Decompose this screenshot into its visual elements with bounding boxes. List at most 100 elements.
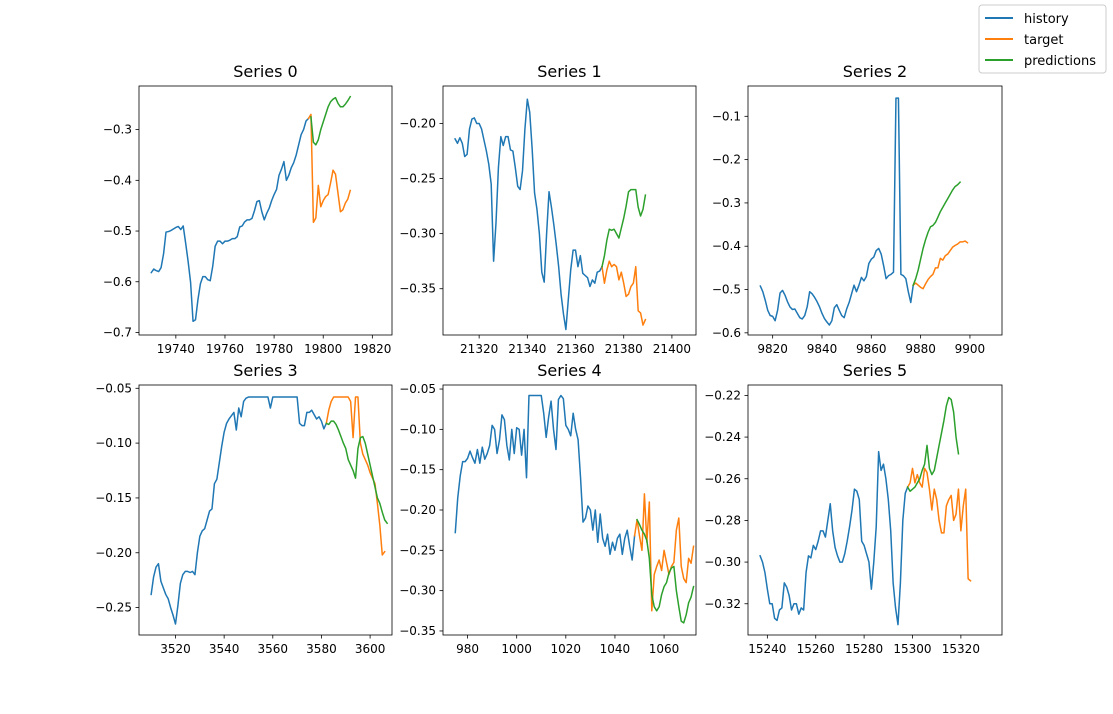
x-tick-label: 3540 [209,642,240,656]
y-tick-label: −0.2 [712,153,741,167]
y-tick-label: −0.10 [399,422,436,436]
y-tick-label: −0.28 [704,513,741,527]
axes-frame [747,85,1003,336]
series-line-history [150,396,328,625]
series-group [150,95,352,323]
x-tick-label: 980 [456,642,479,656]
panels: Series 0 19740 19760 19780 19800 19820 −0.7 −0.… [95,62,1003,656]
y-tick-label: −0.3 [103,123,132,137]
panel-0: Series 0 19740 19760 19780 19800 19820 −0.7 −0.… [103,62,393,356]
y-tick-label: −0.15 [95,491,132,505]
y-tick-label: −0.30 [704,555,741,569]
series-line-history [454,98,604,331]
axes-frame [442,384,697,636]
y-tick-label: −0.3 [712,196,741,210]
y-tick-label: −0.35 [399,624,436,638]
y-tick-label: −0.7 [103,325,132,339]
y-tick-label: −0.1 [712,109,741,123]
series-line-history [150,117,310,323]
x-tick-label: 21340 [508,342,546,356]
panel-title: Series 0 [233,62,297,81]
x-tick-label: 3600 [355,642,386,656]
series-line-predictions [601,188,647,268]
series-group [150,396,389,625]
y-tick-label: −0.05 [95,381,132,395]
y-tick-label: −0.20 [95,546,132,560]
series-line-target [912,240,969,290]
y-tick-label: −0.6 [103,275,132,289]
series-line-history [454,394,636,561]
x-tick-label: 15300 [893,642,931,656]
x-tick-label: 19820 [353,342,391,356]
panel-1: Series 1 21320 21340 21360 21380 21400 −0.35 −0… [399,62,697,356]
x-tick-label: 19780 [255,342,293,356]
panel-title: Series 2 [843,62,907,81]
y-tick-label: −0.25 [399,172,436,186]
x-tick-label: 3580 [306,642,337,656]
series-group [454,394,695,624]
legend: history target predictions [978,4,1107,74]
series-line-target [307,113,352,224]
x-tick-label: 21400 [653,342,691,356]
y-tick-label: −0.30 [399,227,436,241]
panel-5: Series 5 15240 15260 15280 15300 15320 −0.32 −0… [704,361,1003,656]
y-tick-label: −0.20 [399,503,436,517]
series-line-target [601,260,647,326]
series-line-predictions [325,420,389,525]
panel-title: Series 3 [233,361,297,380]
axes-frame [138,85,393,336]
panel-2: Series 2 9820 9840 9860 9880 9900 −0.6 −0.5 −0.4… [712,62,1003,356]
x-tick-label: 19740 [157,342,195,356]
x-tick-label: 21380 [605,342,643,356]
y-tick-label: −0.22 [704,388,741,402]
x-tick-label: 3560 [258,642,289,656]
series-group [759,396,972,626]
y-tick-label: −0.5 [712,283,741,297]
y-tick-label: −0.30 [399,584,436,598]
x-tick-label: 9820 [757,342,788,356]
x-tick-label: 1000 [501,642,532,656]
x-tick-label: 19760 [206,342,244,356]
panel-title: Series 5 [843,361,907,380]
y-tick-label: −0.20 [399,116,436,130]
y-tick-label: −0.6 [712,326,741,340]
x-tick-label: 1060 [649,642,680,656]
y-tick-label: −0.25 [399,543,436,557]
x-tick-label: 1020 [551,642,582,656]
panel-title: Series 4 [537,361,601,380]
x-tick-label: 9860 [856,342,887,356]
x-tick-label: 9880 [905,342,936,356]
legend-label-target: target [1024,33,1064,48]
panel-4: Series 4 980 1000 1020 1040 1060 −0.35 −0.30 −0.… [399,361,697,656]
x-tick-label: 21320 [460,342,498,356]
x-tick-label: 15320 [942,642,980,656]
series-line-history [759,97,915,326]
x-tick-label: 3520 [160,642,191,656]
x-tick-label: 9900 [955,342,986,356]
y-tick-label: −0.24 [704,430,741,444]
x-tick-label: 9840 [807,342,838,356]
y-tick-label: −0.4 [712,239,741,253]
x-tick-label: 21360 [556,342,594,356]
y-tick-label: −0.32 [704,597,741,611]
series-line-history [759,450,909,626]
y-tick-label: −0.26 [704,472,741,486]
x-tick-label: 1040 [600,642,631,656]
y-tick-label: −0.15 [399,463,436,477]
y-tick-label: −0.4 [103,173,132,187]
x-tick-label: 15240 [748,642,786,656]
y-tick-label: −0.35 [399,282,436,296]
series-line-target [633,493,695,612]
legend-label-predictions: predictions [1024,54,1096,69]
y-tick-label: −0.25 [95,601,132,615]
series-line-predictions [310,95,352,146]
x-tick-label: 15280 [845,642,883,656]
y-tick-label: −0.10 [95,436,132,450]
x-tick-label: 15260 [797,642,835,656]
axes-frame [442,85,697,336]
axes-frame [747,384,1003,636]
series-line-target [906,467,972,582]
series-group [759,97,969,326]
series-line-predictions [636,518,695,624]
